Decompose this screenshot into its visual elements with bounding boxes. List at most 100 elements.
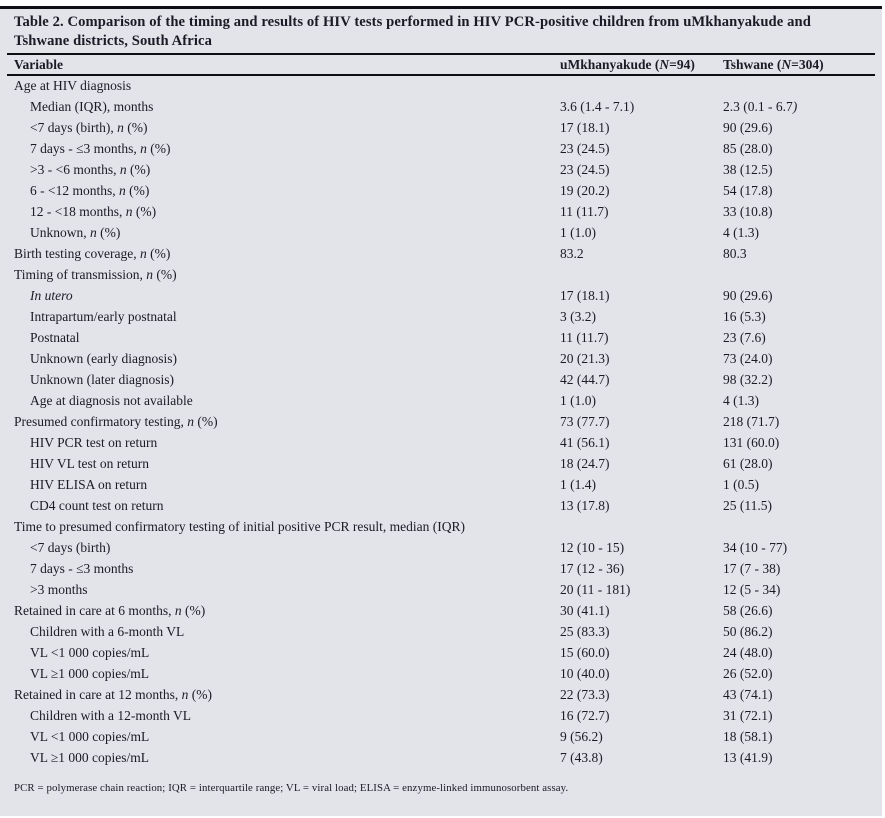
variable-cell: HIV ELISA on return xyxy=(30,477,148,493)
umkhanyakude-cell: 22 (73.3) xyxy=(560,687,610,703)
variable-cell: Median (IQR), months xyxy=(30,99,154,115)
table2-container: Table 2. Comparison of the timing and re… xyxy=(0,6,882,816)
table-row: Presumed confirmatory testing, n (%) 73 … xyxy=(0,412,882,433)
table-row: HIV VL test on return 18 (24.7) 61 (28.0… xyxy=(0,454,882,475)
umkhanyakude-cell: 17 (18.1) xyxy=(560,120,610,136)
umkhanyakude-cell: 10 (40.0) xyxy=(560,666,610,682)
tshwane-cell: 16 (5.3) xyxy=(723,309,766,325)
table-row: Retained in care at 6 months, n (%) 30 (… xyxy=(0,601,882,622)
variable-cell: Presumed confirmatory testing, n (%) xyxy=(14,414,218,430)
umkhanyakude-cell: 13 (17.8) xyxy=(560,498,610,514)
variable-cell: 7 days - ≤3 months xyxy=(30,561,134,577)
table-row: Postnatal 11 (11.7) 23 (7.6) xyxy=(0,328,882,349)
umkhanyakude-cell: 1 (1.0) xyxy=(560,393,596,409)
table-row: Retained in care at 12 months, n (%) 22 … xyxy=(0,685,882,706)
table-row: In utero 17 (18.1) 90 (29.6) xyxy=(0,286,882,307)
umkhanyakude-cell: 30 (41.1) xyxy=(560,603,610,619)
table-row: Median (IQR), months 3.6 (1.4 - 7.1) 2.3… xyxy=(0,97,882,118)
variable-cell: Unknown (early diagnosis) xyxy=(30,351,177,367)
horizontal-rule-below-header xyxy=(7,74,875,76)
variable-cell: VL <1 000 copies/mL xyxy=(30,645,150,661)
umkhanyakude-cell: 9 (56.2) xyxy=(560,729,603,745)
variable-cell: <7 days (birth), n (%) xyxy=(30,120,148,136)
tshwane-cell: 31 (72.1) xyxy=(723,708,773,724)
variable-cell: Timing of transmission, n (%) xyxy=(14,267,177,283)
umkhanyakude-cell: 3.6 (1.4 - 7.1) xyxy=(560,99,635,115)
umkhanyakude-cell: 18 (24.7) xyxy=(560,456,610,472)
table-row: <7 days (birth) 12 (10 - 15) 34 (10 - 77… xyxy=(0,538,882,559)
tshwane-cell: 17 (7 - 38) xyxy=(723,561,781,577)
umkhanyakude-cell: 1 (1.4) xyxy=(560,477,596,493)
column-header-umkhanyakude: uMkhanyakude (N=94) xyxy=(560,56,695,72)
tshwane-cell: 13 (41.9) xyxy=(723,750,773,766)
table-row: 6 - <12 months, n (%) 19 (20.2) 54 (17.8… xyxy=(0,181,882,202)
variable-cell: Retained in care at 12 months, n (%) xyxy=(14,687,212,703)
tshwane-cell: 4 (1.3) xyxy=(723,225,759,241)
variable-cell: 6 - <12 months, n (%) xyxy=(30,183,150,199)
table-row: Unknown, n (%) 1 (1.0) 4 (1.3) xyxy=(0,223,882,244)
tshwane-cell: 18 (58.1) xyxy=(723,729,773,745)
column-header-variable: Variable xyxy=(14,56,64,72)
table-row: VL <1 000 copies/mL 9 (56.2) 18 (58.1) xyxy=(0,727,882,748)
umkhanyakude-cell: 17 (18.1) xyxy=(560,288,610,304)
umkhanyakude-cell: 20 (21.3) xyxy=(560,351,610,367)
tshwane-cell: 24 (48.0) xyxy=(723,645,773,661)
table-row: >3 - <6 months, n (%) 23 (24.5) 38 (12.5… xyxy=(0,160,882,181)
umkhanyakude-cell: 23 (24.5) xyxy=(560,141,610,157)
variable-cell: Unknown, n (%) xyxy=(30,225,121,241)
variable-cell: Children with a 12-month VL xyxy=(30,708,191,724)
variable-cell: Retained in care at 6 months, n (%) xyxy=(14,603,206,619)
column-header-tshwane: Tshwane (N=304) xyxy=(723,56,824,72)
tshwane-cell: 98 (32.2) xyxy=(723,372,773,388)
umkhanyakude-cell: 83.2 xyxy=(560,246,584,262)
umkhanyakude-cell: 73 (77.7) xyxy=(560,414,610,430)
horizontal-rule-below-title xyxy=(7,53,875,55)
tshwane-cell: 54 (17.8) xyxy=(723,183,773,199)
table-row: CD4 count test on return 13 (17.8) 25 (1… xyxy=(0,496,882,517)
umkhanyakude-cell: 41 (56.1) xyxy=(560,435,610,451)
variable-cell: VL <1 000 copies/mL xyxy=(30,729,150,745)
tshwane-cell: 25 (11.5) xyxy=(723,498,772,514)
table-header-row: Variable uMkhanyakude (N=94) Tshwane (N=… xyxy=(0,55,882,74)
variable-cell: VL ≥1 000 copies/mL xyxy=(30,666,150,682)
tshwane-cell: 85 (28.0) xyxy=(723,141,773,157)
table-row: Children with a 12-month VL 16 (72.7) 31… xyxy=(0,706,882,727)
tshwane-cell: 1 (0.5) xyxy=(723,477,759,493)
table-row: VL <1 000 copies/mL 15 (60.0) 24 (48.0) xyxy=(0,643,882,664)
table-row: Age at diagnosis not available 1 (1.0) 4… xyxy=(0,391,882,412)
table-row: 7 days - ≤3 months, n (%) 23 (24.5) 85 (… xyxy=(0,139,882,160)
table-row: 12 - <18 months, n (%) 11 (11.7) 33 (10.… xyxy=(0,202,882,223)
variable-cell: HIV PCR test on return xyxy=(30,435,158,451)
tshwane-cell: 90 (29.6) xyxy=(723,288,773,304)
table-footnote: PCR = polymerase chain reaction; IQR = i… xyxy=(14,781,569,794)
tshwane-cell: 43 (74.1) xyxy=(723,687,773,703)
table-title-line-2: Tshwane districts, South Africa xyxy=(14,33,212,49)
umkhanyakude-cell: 11 (11.7) xyxy=(560,204,609,220)
umkhanyakude-cell: 1 (1.0) xyxy=(560,225,596,241)
umkhanyakude-cell: 17 (12 - 36) xyxy=(560,561,625,577)
tshwane-cell: 4 (1.3) xyxy=(723,393,759,409)
table-row: VL ≥1 000 copies/mL 7 (43.8) 13 (41.9) xyxy=(0,748,882,769)
table-row: VL ≥1 000 copies/mL 10 (40.0) 26 (52.0) xyxy=(0,664,882,685)
variable-cell: >3 - <6 months, n (%) xyxy=(30,162,151,178)
table-body: Age at HIV diagnosis Median (IQR), month… xyxy=(0,76,882,769)
tshwane-cell: 218 (71.7) xyxy=(723,414,780,430)
umkhanyakude-cell: 16 (72.7) xyxy=(560,708,610,724)
variable-cell: Time to presumed confirmatory testing of… xyxy=(14,519,465,535)
variable-cell: <7 days (birth) xyxy=(30,540,111,556)
umkhanyakude-cell: 7 (43.8) xyxy=(560,750,603,766)
variable-cell: >3 months xyxy=(30,582,88,598)
table-row: Age at HIV diagnosis xyxy=(0,76,882,97)
tshwane-cell: 50 (86.2) xyxy=(723,624,773,640)
tshwane-cell: 2.3 (0.1 - 6.7) xyxy=(723,99,798,115)
umkhanyakude-cell: 19 (20.2) xyxy=(560,183,610,199)
tshwane-cell: 131 (60.0) xyxy=(723,435,780,451)
table-row: Intrapartum/early postnatal 3 (3.2) 16 (… xyxy=(0,307,882,328)
tshwane-cell: 38 (12.5) xyxy=(723,162,773,178)
tshwane-cell: 26 (52.0) xyxy=(723,666,773,682)
variable-cell: CD4 count test on return xyxy=(30,498,164,514)
table-row: Children with a 6-month VL 25 (83.3) 50 … xyxy=(0,622,882,643)
variable-cell: Children with a 6-month VL xyxy=(30,624,185,640)
table-row: >3 months 20 (11 - 181) 12 (5 - 34) xyxy=(0,580,882,601)
